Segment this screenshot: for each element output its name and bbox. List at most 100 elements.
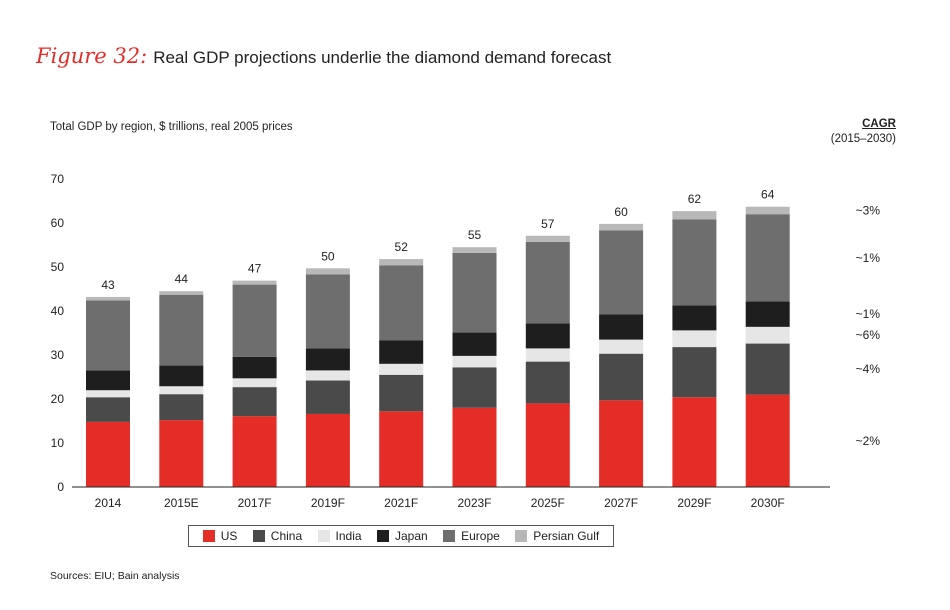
bar-segment-us [379,411,424,487]
legend-swatch [376,530,389,542]
cagr-label: ~1% [856,307,881,321]
bar-segment-europe [672,219,717,306]
legend-item: Persian Gulf [515,529,599,543]
legend-item: India [317,529,362,543]
bar-segment-china [305,380,350,414]
bar-segment-japan [305,348,350,371]
bar-segment-japan [452,332,497,356]
legend-label: India [335,529,362,543]
y-tick-label: 0 [57,480,64,494]
y-tick-label: 30 [51,348,65,362]
legend-swatch [317,530,330,542]
bar-segment-japan [525,323,570,349]
figure-title: Figure 32: Real GDP projections underlie … [36,44,611,68]
bar-segment-europe [379,265,424,341]
legend-item: Europe [443,529,500,543]
x-tick-label: 2030F [751,496,785,510]
bar-segment-persian-gulf [452,247,497,253]
bar-segment-india [672,330,717,348]
bar-total-label: 47 [248,262,262,276]
bar-segment-us [525,403,570,487]
bar-segment-europe [745,214,790,302]
bar-segment-persian-gulf [159,291,204,295]
y-tick-label: 70 [51,172,65,186]
bar-segment-india [86,390,130,398]
cagr-label: ~2% [856,434,881,448]
bar-segment-china [86,397,130,422]
bar-segment-japan [159,365,204,387]
bar-segment-japan [599,314,644,340]
bar-segment-us [745,394,790,487]
bar-segment-europe [305,274,350,349]
legend-label: China [270,529,303,543]
bar-segment-europe [452,252,497,333]
bar-segment-india [305,370,350,381]
cagr-label: ~1% [856,251,881,265]
bar-segment-persian-gulf [86,296,130,301]
bar-total-label: 62 [688,192,702,206]
bar-total-label: 60 [614,205,628,219]
x-tick-label: 2025F [531,496,565,510]
y-tick-label: 10 [51,436,65,450]
bar-segment-india [525,348,570,362]
bar-segment-india [745,326,790,344]
bar-segment-persian-gulf [745,206,790,215]
bar-segment-china [452,367,497,408]
bar-total-label: 44 [175,272,189,286]
y-tick-label: 20 [51,392,65,406]
bar-segment-japan [745,301,790,327]
bar-segment-us [599,400,644,487]
x-tick-label: 2014 [95,496,122,510]
bar-total-label: 50 [321,249,335,263]
bar-segment-china [159,394,204,421]
legend-swatch [252,530,265,542]
bar-segment-persian-gulf [379,259,424,266]
y-tick-label: 60 [51,216,65,230]
bar-total-label: 52 [395,240,409,254]
bar-total-label: 55 [468,228,482,242]
bar-segment-india [599,339,644,354]
legend-item: US [202,529,237,543]
x-tick-label: 2015E [164,496,199,510]
bar-segment-europe [232,284,277,357]
source-note: Sources: EIU; Bain analysis [50,570,180,582]
bar-segment-china [379,374,424,412]
legend-item: China [252,529,303,543]
y-tick-label: 50 [51,260,65,274]
legend-label: Europe [461,529,500,543]
x-tick-label: 2019F [311,496,345,510]
bar-segment-japan [379,340,424,364]
chart-legend: US China India Japan Europe Persian Gulf [188,525,614,547]
bar-segment-persian-gulf [672,211,717,220]
bar-segment-persian-gulf [525,235,570,242]
bar-segment-japan [672,305,717,331]
legend-swatch [515,530,528,542]
bar-segment-us [232,416,277,487]
bar-segment-europe [525,241,570,324]
legend-item: Japan [376,529,428,543]
bar-segment-europe [86,300,130,371]
cagr-header-period: (2015–2030) [830,133,896,145]
bar-segment-india [232,378,277,388]
bar-segment-india [452,355,497,368]
bar-segment-persian-gulf [232,280,277,285]
figure-label: Figure 32: [36,44,148,68]
bar-segment-us [159,420,204,487]
bar-segment-india [159,386,204,395]
cagr-header: CAGR (2015–2030) [831,117,896,147]
bar-total-label: 57 [541,217,555,231]
legend-swatch [443,530,456,542]
cagr-label: ~6% [856,328,881,342]
x-tick-label: 2029F [677,496,711,510]
bar-segment-india [379,363,424,375]
x-tick-label: 2017F [238,496,272,510]
chart-subtitle: Total GDP by region, $ trillions, real 2… [50,121,293,133]
bar-segment-us [305,413,350,487]
x-tick-label: 2023F [457,496,491,510]
bar-segment-us [452,407,497,487]
legend-label: Persian Gulf [533,529,600,543]
cagr-label: ~4% [856,362,881,376]
cagr-label: ~3% [856,203,881,217]
figure-title-text: Real GDP projections underlie the diamon… [153,48,612,67]
bar-segment-persian-gulf [305,268,350,275]
